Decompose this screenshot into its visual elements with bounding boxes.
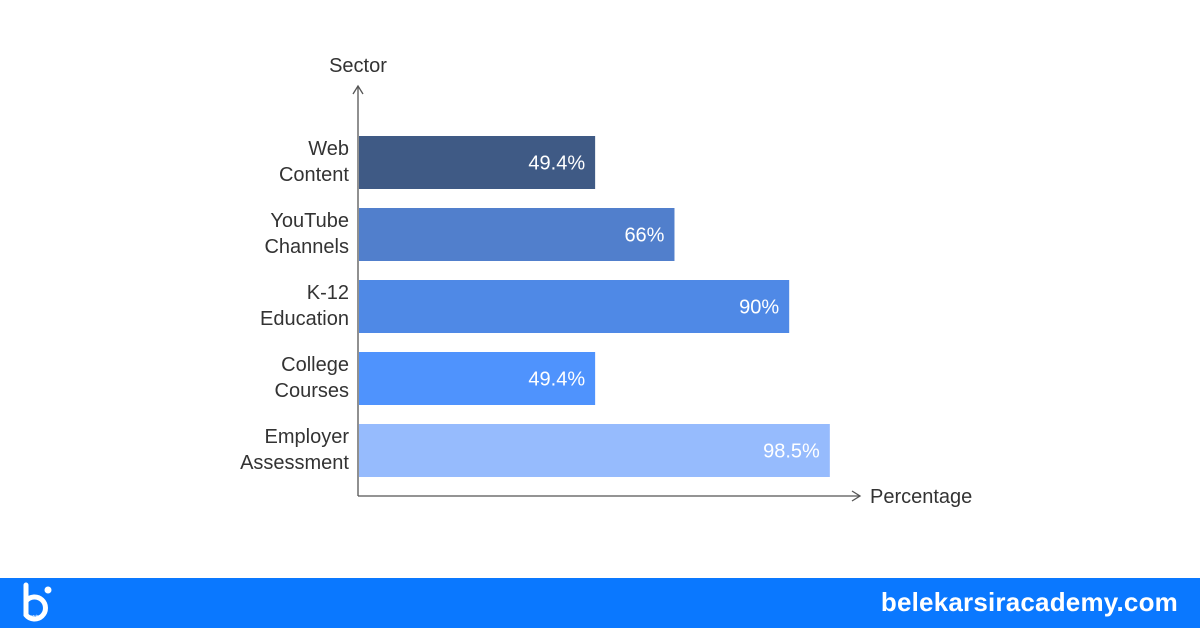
bar-value-label: 49.4% bbox=[528, 153, 585, 175]
bar-value-label: 98.5% bbox=[763, 441, 820, 463]
bar bbox=[359, 136, 596, 189]
footer-bar: academy belekarsiracademy.com bbox=[0, 578, 1200, 628]
bar-chart: Sector Percentage 49.4% Web Content 66% YouT… bbox=[240, 55, 972, 508]
x-axis-title: Percentage bbox=[870, 486, 972, 508]
bar bbox=[359, 208, 675, 261]
bar-value-label: 90% bbox=[739, 297, 779, 319]
svg-text:academy: academy bbox=[28, 613, 44, 618]
category-label: K-12 Education bbox=[260, 282, 349, 330]
category-label: Web Content bbox=[279, 138, 349, 186]
bar-value-label: 66% bbox=[624, 225, 664, 247]
y-axis-title: Sector bbox=[329, 55, 387, 77]
category-label: Employer Assessment bbox=[240, 426, 349, 474]
category-label: YouTube Channels bbox=[264, 210, 349, 258]
academy-b-logo-icon: academy bbox=[23, 582, 52, 622]
y-axis-arrow-icon bbox=[352, 84, 364, 95]
footer-website-url[interactable]: belekarsiracademy.com bbox=[880, 587, 1178, 617]
chart-axes: Sector Percentage bbox=[329, 55, 972, 508]
bar bbox=[359, 352, 596, 405]
bar bbox=[359, 424, 830, 477]
category-label: College Courses bbox=[275, 354, 349, 402]
x-axis-arrow-icon bbox=[851, 490, 862, 502]
bar-value-label: 49.4% bbox=[528, 369, 585, 391]
bar bbox=[359, 280, 790, 333]
